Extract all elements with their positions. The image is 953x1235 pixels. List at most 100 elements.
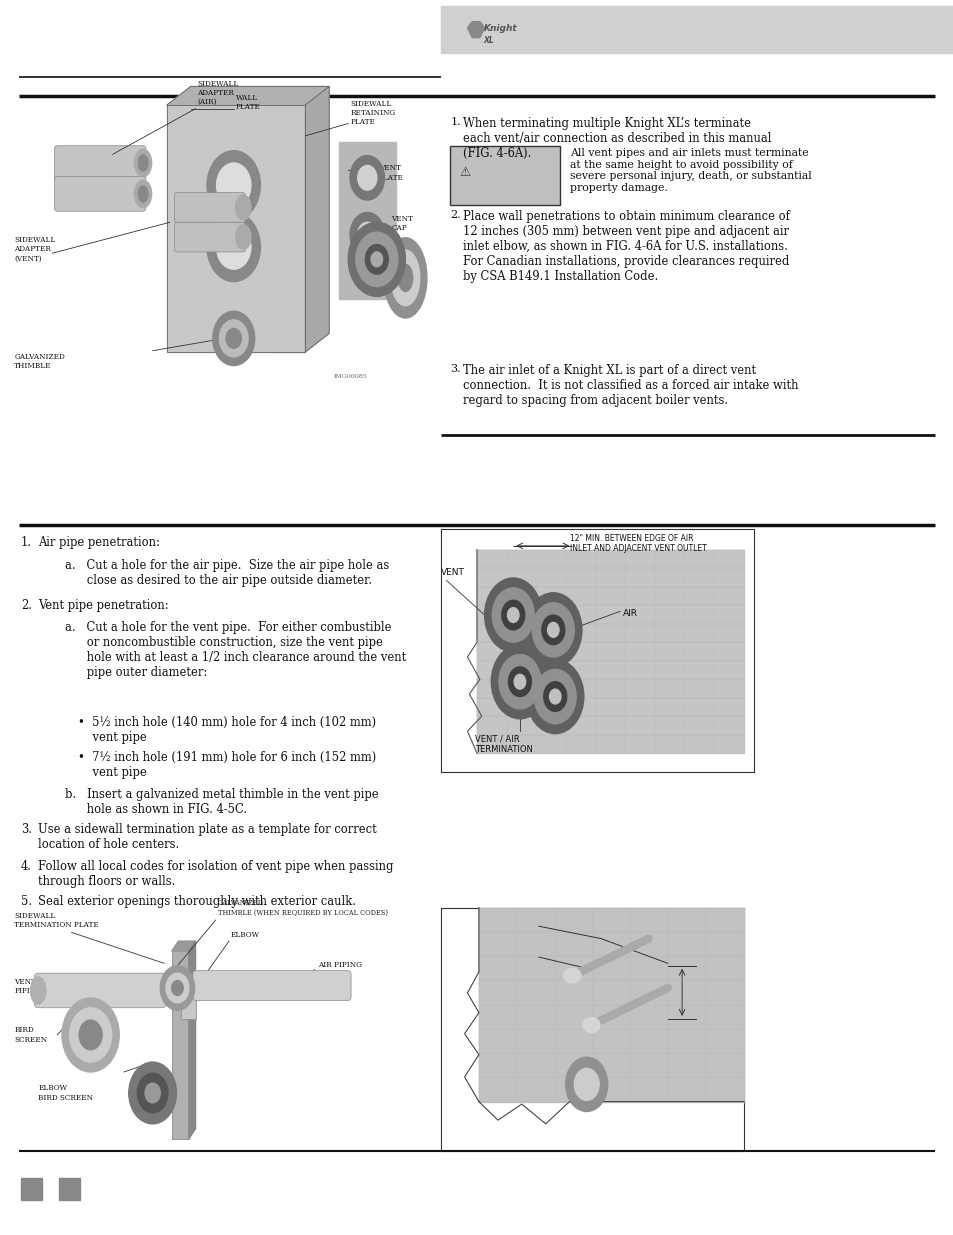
Circle shape	[357, 222, 376, 247]
Circle shape	[484, 578, 541, 652]
Circle shape	[62, 998, 119, 1072]
Circle shape	[216, 225, 251, 269]
FancyBboxPatch shape	[54, 177, 146, 211]
Ellipse shape	[30, 977, 46, 1004]
Circle shape	[137, 1073, 168, 1113]
Text: SIDEWALL
TERMINATION PLATE: SIDEWALL TERMINATION PLATE	[14, 911, 99, 929]
Polygon shape	[272, 126, 305, 352]
Polygon shape	[478, 908, 743, 1102]
Circle shape	[534, 669, 576, 724]
Polygon shape	[172, 941, 195, 951]
FancyBboxPatch shape	[193, 971, 351, 1000]
Circle shape	[348, 222, 405, 296]
Circle shape	[365, 245, 388, 274]
Text: WALL
PLATE: WALL PLATE	[235, 94, 260, 111]
Ellipse shape	[391, 249, 419, 306]
Polygon shape	[167, 105, 305, 352]
Circle shape	[350, 156, 384, 200]
Text: b.   Insert a galvanized metal thimble in the vent pipe
      hole as shown in F: b. Insert a galvanized metal thimble in …	[65, 788, 378, 816]
Text: •  5½ inch hole (140 mm) hole for 4 inch (102 mm)
    vent pipe: • 5½ inch hole (140 mm) hole for 4 inch …	[78, 716, 375, 745]
Text: Seal exterior openings thoroughly with exterior caulk.: Seal exterior openings thoroughly with e…	[38, 895, 355, 909]
Text: 2.: 2.	[450, 210, 460, 220]
Ellipse shape	[134, 149, 152, 177]
Text: ELBOW: ELBOW	[231, 931, 260, 939]
Text: •  7½ inch hole (191 mm) hole for 6 inch (152 mm)
    vent pipe: • 7½ inch hole (191 mm) hole for 6 inch …	[78, 751, 376, 779]
Bar	[450, 146, 559, 205]
Circle shape	[207, 151, 260, 220]
Circle shape	[514, 674, 525, 689]
Text: 12" MIN. BETWEEN EDGE OF AIR
INLET AND ADJACENT VENT OUTLET: 12" MIN. BETWEEN EDGE OF AIR INLET AND A…	[570, 534, 706, 553]
Circle shape	[543, 682, 566, 711]
Circle shape	[526, 659, 583, 734]
Ellipse shape	[134, 180, 152, 207]
FancyBboxPatch shape	[54, 146, 146, 180]
Text: 1.: 1.	[21, 536, 32, 550]
Text: BIRD
SCREEN: BIRD SCREEN	[14, 1026, 48, 1044]
Text: VENT: VENT	[440, 568, 464, 577]
Circle shape	[492, 588, 534, 642]
Text: 3.: 3.	[450, 364, 460, 374]
Text: Vent pipe penetration:: Vent pipe penetration:	[38, 599, 169, 613]
Text: SIDEWALL
ADAPTER
(AIR): SIDEWALL ADAPTER (AIR)	[197, 80, 238, 106]
Text: IMG00085: IMG00085	[334, 374, 368, 379]
Ellipse shape	[398, 264, 412, 291]
Text: 2.: 2.	[21, 599, 32, 613]
Circle shape	[547, 622, 558, 637]
Polygon shape	[305, 86, 329, 352]
Text: VENT
CAP: VENT CAP	[391, 215, 413, 232]
Circle shape	[226, 329, 241, 348]
Text: SIDEWALL
RETAINING
PLATE: SIDEWALL RETAINING PLATE	[350, 100, 395, 126]
Text: Knight: Knight	[483, 25, 517, 33]
Text: XL: XL	[483, 36, 494, 46]
Circle shape	[491, 645, 548, 719]
Text: GALVANIZED
THIMBLE (WHEN REQUIRED BY LOCAL CODES): GALVANIZED THIMBLE (WHEN REQUIRED BY LOC…	[217, 899, 387, 916]
Text: 1.: 1.	[450, 117, 460, 127]
Circle shape	[160, 966, 194, 1010]
Circle shape	[216, 163, 251, 207]
Circle shape	[350, 212, 384, 257]
Text: The air inlet of a Knight XL is part of a direct vent
connection.  It is not cla: The air inlet of a Knight XL is part of …	[462, 364, 798, 408]
Circle shape	[532, 603, 574, 657]
Text: 5.: 5.	[21, 895, 32, 909]
Polygon shape	[476, 550, 743, 753]
Circle shape	[501, 600, 524, 630]
Ellipse shape	[383, 237, 426, 319]
Text: VENT / AIR
TERMINATION: VENT / AIR TERMINATION	[475, 735, 533, 755]
Bar	[21, 1178, 42, 1200]
Circle shape	[70, 1008, 112, 1062]
Text: All vent pipes and air inlets must terminate
at the same height to avoid possibi: All vent pipes and air inlets must termi…	[570, 148, 811, 193]
Text: VENT
PIPING: VENT PIPING	[14, 978, 42, 995]
Ellipse shape	[235, 225, 251, 249]
Circle shape	[565, 1057, 607, 1112]
Circle shape	[549, 689, 560, 704]
Circle shape	[213, 311, 254, 366]
Circle shape	[207, 212, 260, 282]
FancyBboxPatch shape	[174, 193, 245, 222]
Ellipse shape	[235, 195, 251, 220]
Text: Use a sidewall termination plate as a template for correct
location of hole cent: Use a sidewall termination plate as a te…	[38, 823, 376, 851]
Circle shape	[508, 667, 531, 697]
Text: ELBOW
BIRD SCREEN: ELBOW BIRD SCREEN	[38, 1084, 93, 1102]
Circle shape	[574, 1068, 598, 1100]
Polygon shape	[167, 86, 329, 105]
FancyBboxPatch shape	[174, 222, 245, 252]
Ellipse shape	[138, 186, 148, 201]
Ellipse shape	[563, 968, 580, 983]
Ellipse shape	[138, 156, 148, 170]
Text: 3.: 3.	[21, 823, 32, 836]
Text: AIR: AIR	[622, 609, 638, 619]
Text: GALVANIZED
THIMBLE: GALVANIZED THIMBLE	[14, 353, 65, 370]
Text: Air pipe penetration:: Air pipe penetration:	[38, 536, 160, 550]
Text: 4.: 4.	[21, 860, 32, 873]
Text: Place wall penetrations to obtain minimum clearance of
12 inches (305 mm) betwee: Place wall penetrations to obtain minimu…	[462, 210, 789, 283]
Bar	[440, 6, 953, 53]
Circle shape	[79, 1020, 102, 1050]
Circle shape	[166, 973, 189, 1003]
Circle shape	[219, 320, 248, 357]
Circle shape	[498, 655, 540, 709]
Circle shape	[129, 1062, 176, 1124]
Text: a.   Cut a hole for the vent pipe.  For either combustible
      or noncombustib: a. Cut a hole for the vent pipe. For eit…	[65, 621, 406, 679]
Circle shape	[507, 608, 518, 622]
Text: AIR PIPING: AIR PIPING	[317, 962, 361, 969]
FancyBboxPatch shape	[34, 973, 166, 1008]
